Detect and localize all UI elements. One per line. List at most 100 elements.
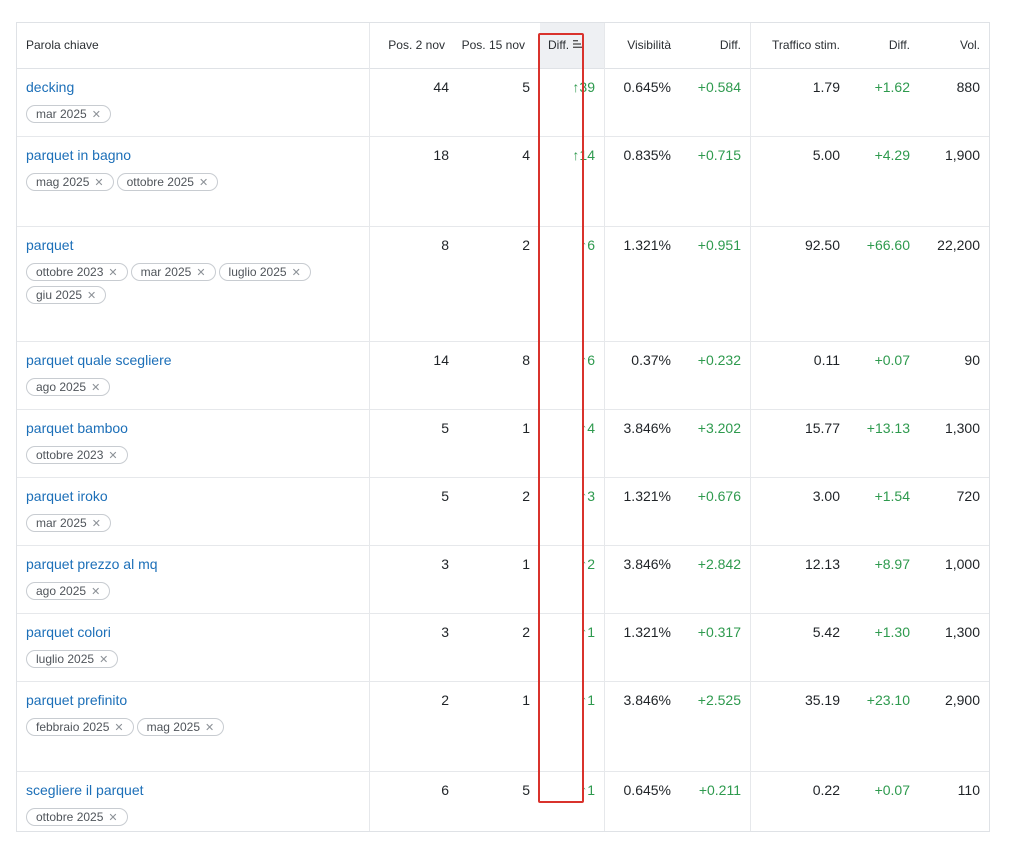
diff-cell: ↑2 xyxy=(580,556,595,572)
traffic-diff-cell: +66.60 xyxy=(866,237,910,253)
traffic-diff-cell: +23.10 xyxy=(866,692,910,708)
table-row: decking mar 2025 ✕ 44 5 ↑39 0.645% +0.584 1.79 +1… xyxy=(17,68,989,137)
keyword-link[interactable]: parquet colori xyxy=(26,624,111,640)
tag-list: ottobre 2023 ✕ mar 2025 ✕ luglio 2025 ✕giu 20… xyxy=(26,263,356,309)
date-tag: mar 2025 ✕ xyxy=(26,514,111,532)
sort-descending-icon xyxy=(573,23,585,68)
keyword-link[interactable]: parquet xyxy=(26,237,74,253)
date-tag: mag 2025 ✕ xyxy=(136,718,225,736)
visibility-cell: 3.846% xyxy=(623,692,671,708)
date-tag: mag 2025 ✕ xyxy=(26,173,114,191)
pos-15-nov-cell: 4 xyxy=(522,147,530,163)
close-icon[interactable]: ✕ xyxy=(198,177,209,189)
col-visibility[interactable]: Visibilità xyxy=(627,38,671,52)
col-pos-2-nov[interactable]: Pos. 2 nov xyxy=(388,38,445,52)
close-icon[interactable]: ✕ xyxy=(94,177,104,189)
pos-2-nov-cell: 3 xyxy=(441,556,449,572)
date-tag: luglio 2025 ✕ xyxy=(26,650,119,668)
tag-label: ago 2025 xyxy=(36,380,87,394)
table-row: parquet iroko mar 2025 ✕ 5 2 ↑3 1.321% +0.676 3.… xyxy=(17,477,989,546)
pos-15-nov-cell: 1 xyxy=(522,556,530,572)
close-icon[interactable]: ✕ xyxy=(91,109,101,121)
pos-2-nov-cell: 8 xyxy=(441,237,449,253)
keyword-link[interactable]: parquet quale scegliere xyxy=(26,352,172,368)
col-traffic-diff[interactable]: Diff. xyxy=(888,38,910,52)
keyword-link[interactable]: parquet iroko xyxy=(26,488,108,504)
table-row: parquet prezzo al mq ago 2025 ✕ 3 1 ↑2 3.846% +… xyxy=(17,545,989,614)
keyword-link[interactable]: scegliere il parquet xyxy=(26,782,144,798)
date-tag: ottobre 2025 ✕ xyxy=(116,173,219,191)
close-icon[interactable]: ✕ xyxy=(108,812,118,824)
col-volume[interactable]: Vol. xyxy=(959,38,980,52)
pos-15-nov-cell: 1 xyxy=(522,420,530,436)
visibility-diff-cell: +0.676 xyxy=(697,488,741,504)
keyword-link[interactable]: parquet prezzo al mq xyxy=(26,556,158,572)
tag-label: mar 2025 xyxy=(36,107,87,121)
keyword-link[interactable]: parquet in bagno xyxy=(26,147,132,163)
diff-cell: ↑14 xyxy=(572,147,595,163)
volume-cell: 90 xyxy=(964,352,980,368)
visibility-cell: 0.645% xyxy=(623,782,671,798)
tag-list: mar 2025 ✕ xyxy=(26,514,356,537)
close-icon[interactable]: ✕ xyxy=(87,290,97,302)
table-row: parquet bamboo ottobre 2023 ✕ 5 1 ↑4 3.846% +3.… xyxy=(17,409,989,478)
tag-label: ottobre 2023 xyxy=(36,448,104,462)
visibility-diff-cell: +0.951 xyxy=(697,237,741,253)
volume-cell: 110 xyxy=(957,782,980,798)
volume-cell: 720 xyxy=(956,488,980,504)
col-visibility-diff[interactable]: Diff. xyxy=(719,38,741,52)
volume-cell: 1,900 xyxy=(944,147,980,163)
visibility-cell: 0.835% xyxy=(623,147,671,163)
date-tag: luglio 2025 ✕ xyxy=(218,263,311,281)
visibility-cell: 3.846% xyxy=(623,420,671,436)
close-icon[interactable]: ✕ xyxy=(291,267,301,279)
col-traffic[interactable]: Traffico stim. xyxy=(771,38,840,52)
traffic-cell: 5.00 xyxy=(812,147,840,163)
tag-label: mar 2025 xyxy=(140,265,192,279)
date-tag: ottobre 2023 ✕ xyxy=(26,263,128,281)
close-icon[interactable]: ✕ xyxy=(205,722,215,734)
tag-label: ottobre 2025 xyxy=(36,810,104,824)
volume-cell: 2,900 xyxy=(944,692,980,708)
table-row: parquet ottobre 2023 ✕ mar 2025 ✕ luglio 2025… xyxy=(17,226,989,342)
table-row: parquet colori luglio 2025 ✕ 3 2 ↑1 1.321% +0.3… xyxy=(17,613,989,682)
traffic-cell: 35.19 xyxy=(804,692,840,708)
traffic-cell: 15.77 xyxy=(804,420,840,436)
close-icon[interactable]: ✕ xyxy=(196,267,206,279)
close-icon[interactable]: ✕ xyxy=(99,654,109,666)
date-tag: febbraio 2025 ✕ xyxy=(26,718,134,736)
visibility-diff-cell: +0.211 xyxy=(698,782,741,798)
diff-cell: ↑39 xyxy=(572,79,595,95)
col-diff-sorted[interactable]: Diff. xyxy=(548,23,585,68)
visibility-cell: 0.37% xyxy=(631,352,671,368)
close-icon[interactable]: ✕ xyxy=(114,722,124,734)
close-icon[interactable]: ✕ xyxy=(91,586,101,598)
column-divider xyxy=(369,23,370,831)
pos-2-nov-cell: 14 xyxy=(433,352,449,368)
col-pos-15-nov[interactable]: Pos. 15 nov xyxy=(461,38,525,52)
column-divider xyxy=(750,23,751,831)
tag-label: mag 2025 xyxy=(146,720,200,734)
date-tag: mar 2025 ✕ xyxy=(26,105,111,123)
col-diff-label: Diff. xyxy=(548,38,570,52)
volume-cell: 22,200 xyxy=(937,237,980,253)
tag-label: ottobre 2025 xyxy=(126,175,194,189)
traffic-cell: 3.00 xyxy=(812,488,840,504)
traffic-diff-cell: +0.07 xyxy=(874,352,910,368)
table-header: Parola chiave Pos. 2 nov Pos. 15 nov Dif… xyxy=(17,23,989,69)
keyword-link[interactable]: parquet bamboo xyxy=(26,420,128,436)
volume-cell: 1,300 xyxy=(944,624,980,640)
pos-15-nov-cell: 2 xyxy=(522,488,530,504)
traffic-diff-cell: +8.97 xyxy=(874,556,910,572)
keyword-link[interactable]: parquet prefinito xyxy=(26,692,128,708)
close-icon[interactable]: ✕ xyxy=(91,518,101,530)
pos-15-nov-cell: 1 xyxy=(522,692,530,708)
close-icon[interactable]: ✕ xyxy=(91,382,101,394)
keyword-link[interactable]: decking xyxy=(26,79,75,95)
tag-label: febbraio 2025 xyxy=(36,720,110,734)
tag-list: ago 2025 ✕ xyxy=(26,582,356,605)
col-keyword[interactable]: Parola chiave xyxy=(26,38,99,52)
visibility-cell: 3.846% xyxy=(623,556,671,572)
close-icon[interactable]: ✕ xyxy=(108,450,118,462)
close-icon[interactable]: ✕ xyxy=(108,267,118,279)
